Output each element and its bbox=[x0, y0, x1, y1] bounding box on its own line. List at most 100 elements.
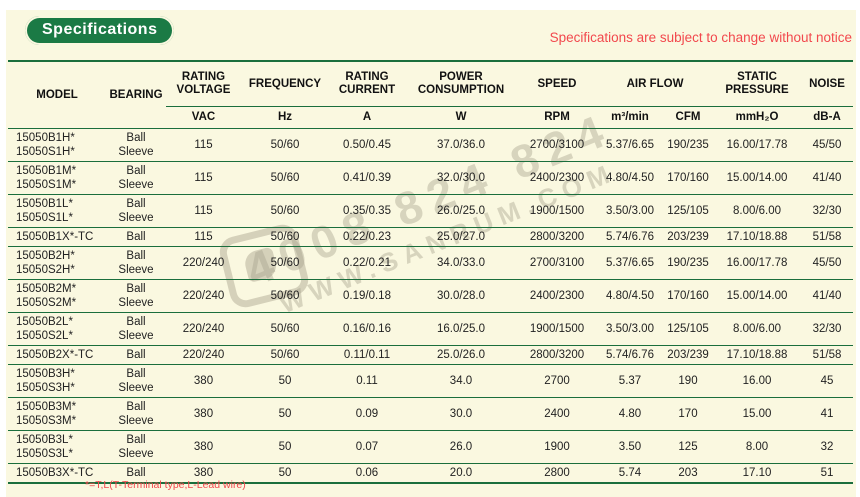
cell-power: 20.0 bbox=[449, 467, 473, 479]
cell-power: 30.0/28.0 bbox=[437, 290, 485, 302]
cell-speed: 1900/1500 bbox=[529, 323, 585, 335]
table-row: 15050B3X*-TC Ball 380 50 0.06 20.0 2800 … bbox=[8, 463, 854, 484]
cell-pressure: 17.10 bbox=[742, 467, 772, 479]
cell-speed: 2400/2300 bbox=[529, 290, 585, 302]
cell-airflow-cfm: 170 bbox=[678, 408, 698, 420]
cell-power: 16.0/25.0 bbox=[437, 323, 485, 335]
cell-noise: 51 bbox=[820, 467, 834, 479]
cell-noise: 51/58 bbox=[812, 231, 842, 243]
cell-airflow-m3: 5.74/6.76 bbox=[606, 349, 654, 361]
cell-model: 15050B1X*-TC bbox=[16, 231, 94, 243]
cell-airflow-cfm: 190/235 bbox=[667, 139, 709, 151]
unit-power: W bbox=[405, 106, 517, 129]
cell-model: 15050B1M* 15050S1M* bbox=[16, 165, 77, 191]
cell-frequency: 50 bbox=[278, 467, 292, 479]
cell-current: 0.09 bbox=[355, 408, 379, 420]
cell-model: 15050B1L* 15050S1L* bbox=[16, 198, 73, 224]
cell-noise: 41/40 bbox=[812, 172, 842, 184]
cell-bearing: Ball Sleeve bbox=[118, 283, 154, 309]
unit-pressure: mmH₂O bbox=[713, 106, 802, 129]
table-row: 15050B2L* 15050S2L* Ball Sleeve 220/240 … bbox=[8, 312, 854, 346]
header-model: MODEL bbox=[8, 61, 106, 129]
cell-current: 0.50/0.45 bbox=[343, 139, 391, 151]
cell-frequency: 50/60 bbox=[270, 231, 300, 243]
table-row: 15050B2H* 15050S2H* Ball Sleeve 220/240 … bbox=[8, 246, 854, 280]
cell-current: 0.22/0.23 bbox=[343, 231, 391, 243]
cell-pressure: 15.00/14.00 bbox=[726, 172, 788, 184]
header-names-row: MODEL BEARING RATING VOLTAGE FREQUENCY R… bbox=[8, 61, 854, 129]
cell-speed: 2700 bbox=[544, 375, 570, 387]
cell-pressure: 8.00/6.00 bbox=[733, 205, 781, 217]
cell-speed: 2800/3200 bbox=[529, 349, 585, 361]
cell-model: 15050B2H* 15050S2H* bbox=[16, 250, 75, 276]
table-header: MODEL BEARING RATING VOLTAGE FREQUENCY R… bbox=[8, 61, 854, 129]
cell-speed: 1900/1500 bbox=[529, 205, 585, 217]
cell-model: 15050B1H* 15050S1H* bbox=[16, 132, 75, 158]
cell-power: 26.0/25.0 bbox=[437, 205, 485, 217]
cell-speed: 1900 bbox=[544, 441, 570, 453]
cell-bearing: Ball bbox=[126, 349, 146, 361]
cell-airflow-cfm: 190/235 bbox=[667, 257, 709, 269]
cell-frequency: 50 bbox=[278, 375, 292, 387]
cell-frequency: 50/60 bbox=[270, 139, 300, 151]
cell-voltage: 380 bbox=[193, 467, 214, 479]
table-row: 15050B2M* 15050S2M* Ball Sleeve 220/240 … bbox=[8, 279, 854, 313]
cell-voltage: 115 bbox=[194, 231, 213, 243]
cell-current: 0.41/0.39 bbox=[343, 172, 391, 184]
header-speed: SPEED bbox=[517, 61, 597, 107]
spec-table-wrapper: MODEL BEARING RATING VOLTAGE FREQUENCY R… bbox=[8, 60, 854, 484]
cell-airflow-m3: 5.74/6.76 bbox=[606, 231, 654, 243]
header-static-pressure: STATIC PRESSURE bbox=[713, 61, 802, 107]
cell-speed: 2700/3100 bbox=[529, 139, 585, 151]
header-units-row: VAC Hz A W RPM m³/min CFM mmH₂O dB-A bbox=[8, 106, 854, 129]
cell-airflow-m3: 3.50/3.00 bbox=[606, 323, 654, 335]
cell-voltage: 115 bbox=[194, 205, 213, 217]
spec-table-body: 15050B1H* 15050S1H* Ball Sleeve 115 50/6… bbox=[8, 129, 854, 484]
header-noise: NOISE bbox=[801, 61, 854, 107]
header-rating-voltage: RATING VOLTAGE bbox=[166, 61, 241, 107]
cell-pressure: 17.10/18.88 bbox=[726, 231, 788, 243]
cell-frequency: 50 bbox=[278, 408, 292, 420]
table-row: 15050B1M* 15050S1M* Ball Sleeve 115 50/6… bbox=[8, 161, 854, 195]
cell-bearing: Ball Sleeve bbox=[118, 316, 154, 342]
cell-speed: 2700/3100 bbox=[529, 257, 585, 269]
cell-pressure: 8.00 bbox=[745, 441, 769, 453]
cell-power: 30.0 bbox=[449, 408, 473, 420]
cell-power: 34.0 bbox=[449, 375, 473, 387]
cell-bearing: Ball bbox=[126, 231, 146, 243]
cell-pressure: 8.00/6.00 bbox=[733, 323, 781, 335]
table-row: 15050B3H* 15050S3H* Ball Sleeve 380 50 0… bbox=[8, 364, 854, 398]
table-row: 15050B3M* 15050S3M* Ball Sleeve 380 50 0… bbox=[8, 397, 854, 431]
cell-airflow-cfm: 125/105 bbox=[667, 205, 709, 217]
cell-airflow-m3: 5.37 bbox=[618, 375, 642, 387]
cell-pressure: 15.00 bbox=[742, 408, 772, 420]
cell-bearing: Ball bbox=[126, 467, 146, 479]
cell-model: 15050B2X*-TC bbox=[16, 349, 94, 361]
cell-power: 26.0 bbox=[449, 441, 473, 453]
header-rating-current: RATING CURRENT bbox=[329, 61, 405, 107]
unit-airflow-cfm: CFM bbox=[663, 106, 714, 129]
cell-pressure: 16.00/17.78 bbox=[726, 139, 788, 151]
header-air-flow: AIR FLOW bbox=[597, 61, 714, 107]
cell-noise: 32/30 bbox=[812, 323, 842, 335]
cell-current: 0.22/0.21 bbox=[343, 257, 391, 269]
cell-speed: 2800/3200 bbox=[529, 231, 585, 243]
cell-power: 32.0/30.0 bbox=[437, 172, 485, 184]
cell-airflow-cfm: 125 bbox=[678, 441, 698, 453]
cell-current: 0.35/0.35 bbox=[343, 205, 391, 217]
cell-airflow-m3: 3.50/3.00 bbox=[606, 205, 654, 217]
cell-bearing: Ball Sleeve bbox=[118, 165, 154, 191]
cell-airflow-cfm: 125/105 bbox=[667, 323, 709, 335]
unit-frequency: Hz bbox=[241, 106, 329, 129]
cell-voltage: 220/240 bbox=[182, 349, 225, 361]
change-notice-text: Specifications are subject to change wit… bbox=[549, 30, 852, 45]
cell-airflow-cfm: 170/160 bbox=[667, 290, 709, 302]
cell-voltage: 220/240 bbox=[182, 290, 225, 302]
cell-speed: 2400/2300 bbox=[529, 172, 585, 184]
cell-model: 15050B3X*-TC bbox=[16, 467, 94, 479]
header-power-consumption: POWER CONSUMPTION bbox=[405, 61, 517, 107]
cell-airflow-m3: 4.80/4.50 bbox=[606, 172, 654, 184]
cell-airflow-m3: 5.37/6.65 bbox=[606, 257, 654, 269]
cell-bearing: Ball Sleeve bbox=[118, 434, 154, 460]
cell-current: 0.11 bbox=[356, 375, 378, 387]
